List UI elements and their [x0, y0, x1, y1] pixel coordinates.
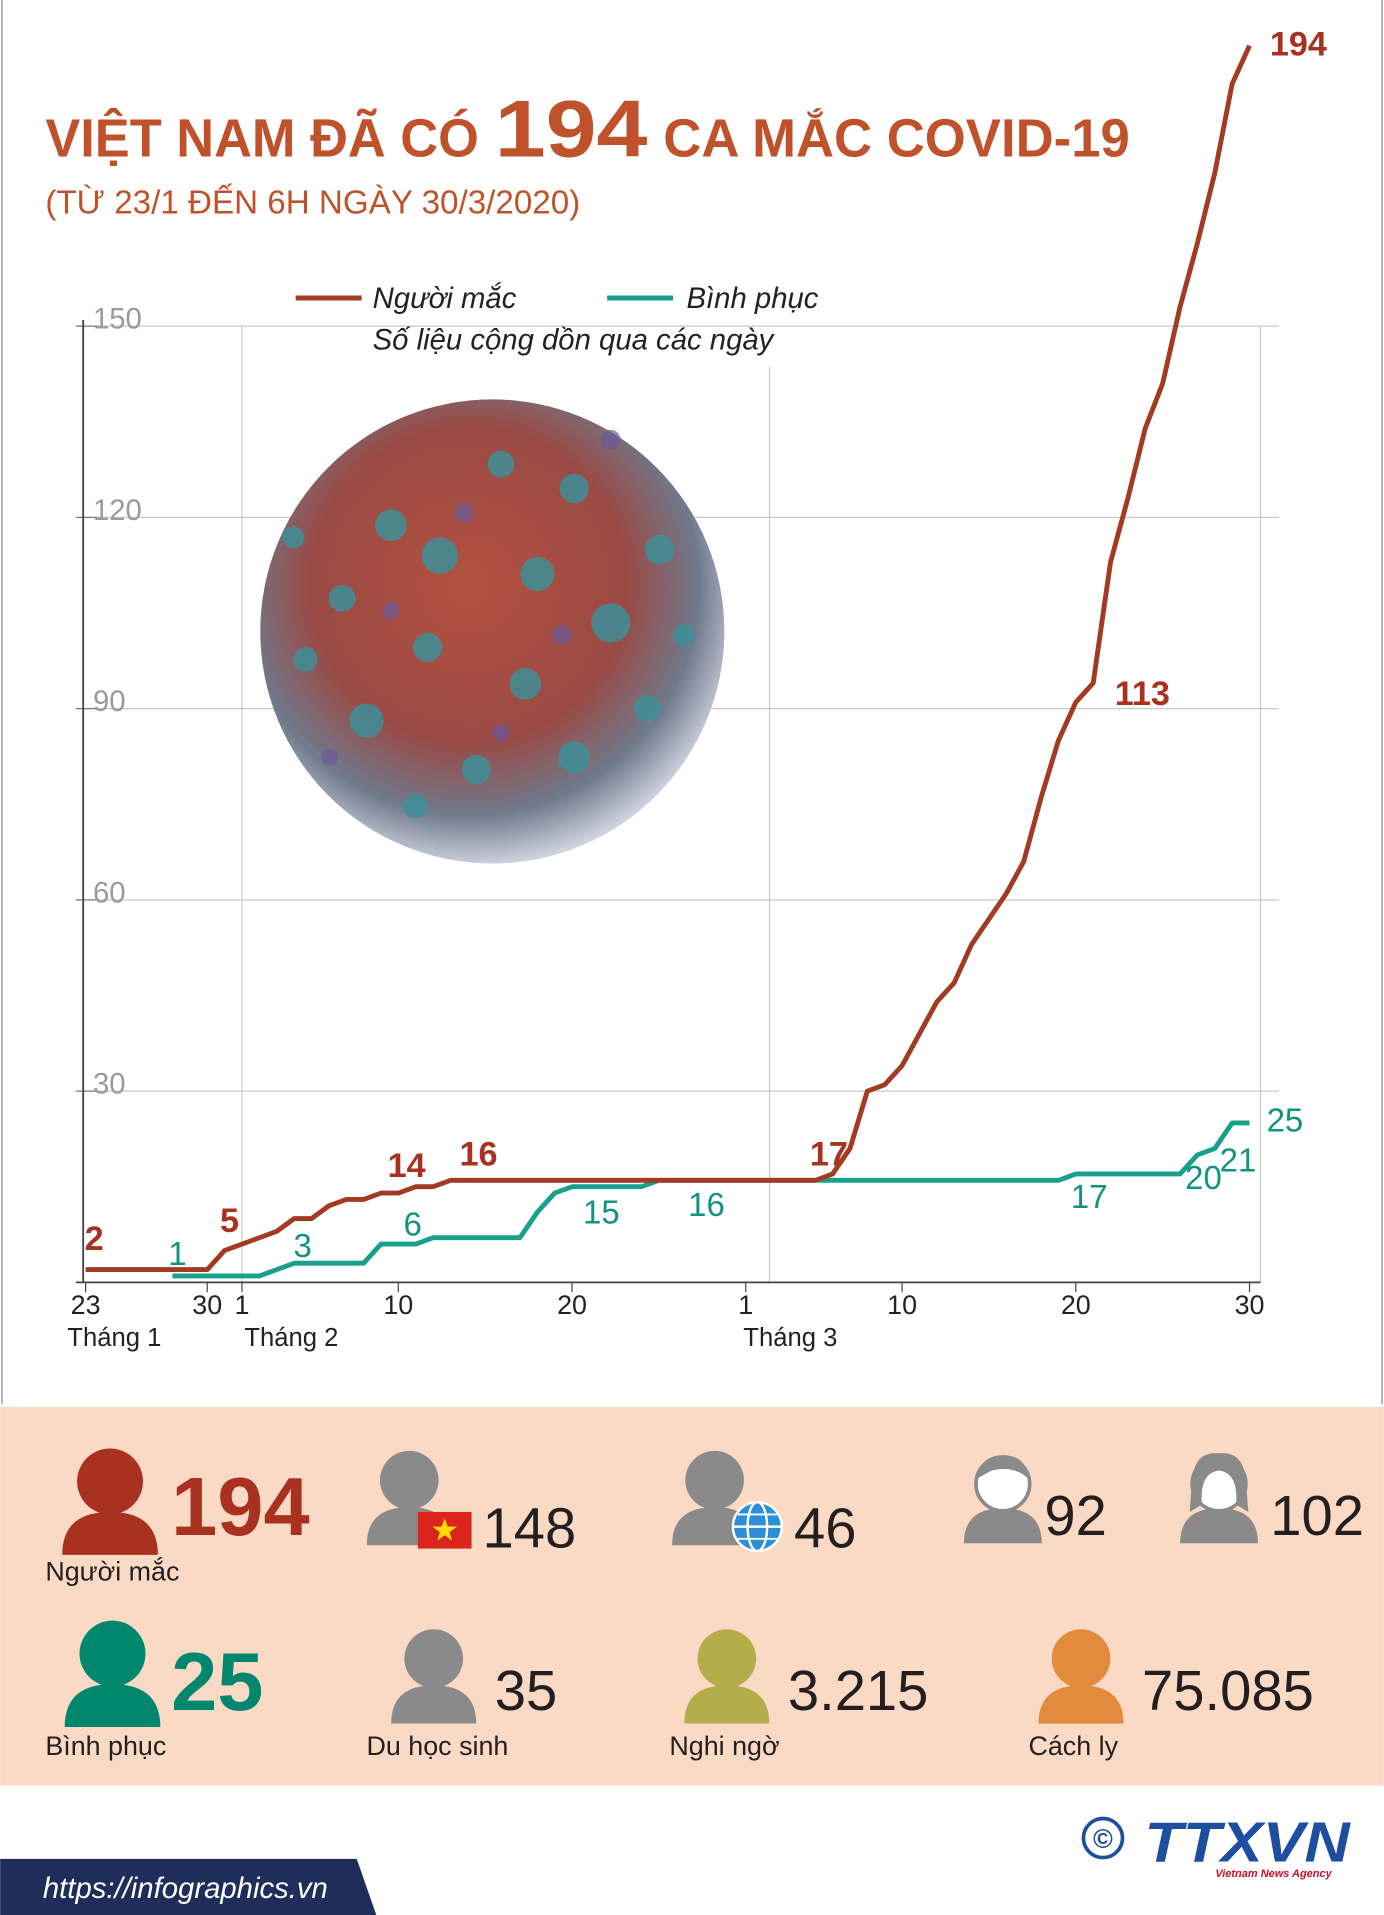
- stat-label: Bình phục: [45, 1731, 166, 1761]
- y-tick-label: 90: [93, 685, 126, 718]
- x-month-label: Tháng 2: [244, 1324, 338, 1352]
- data-label: 16: [460, 1136, 498, 1174]
- logo-tagline: Vietnam News Agency: [1215, 1868, 1332, 1880]
- person-head: [1051, 1629, 1111, 1688]
- x-tick-label: 10: [383, 1290, 413, 1320]
- person-body: [684, 1685, 770, 1724]
- virus-spikes: [282, 450, 696, 819]
- person-body: [391, 1685, 477, 1724]
- flag-star: [432, 1518, 457, 1541]
- data-line: [85, 44, 1252, 1273]
- logo-name: TTXVN: [1144, 1810, 1351, 1873]
- title-number: 194: [495, 84, 648, 174]
- data-label: 20: [1185, 1159, 1222, 1196]
- x-tick-label: 1: [234, 1290, 249, 1320]
- data-label: 16: [688, 1186, 725, 1223]
- data-label: 113: [1115, 675, 1170, 713]
- legend-label: Bình phục: [687, 282, 819, 315]
- footer-bar: [0, 1858, 377, 1915]
- x-tick-label: 23: [71, 1290, 101, 1320]
- data-label: 15: [583, 1193, 620, 1230]
- stat-label: Người mắc: [45, 1555, 179, 1586]
- stats-icons: [62, 1448, 1258, 1728]
- person-head: [379, 1450, 439, 1510]
- data-label: 17: [1071, 1178, 1108, 1215]
- logo-mark: ©: [1093, 1824, 1113, 1854]
- title-suffix: CA MẮC COVID-19: [663, 107, 1130, 168]
- stat-label: Du học sinh: [367, 1731, 509, 1761]
- y-tick-label: 120: [93, 494, 142, 527]
- data-label: 17: [810, 1135, 848, 1173]
- stat-value: 194: [171, 1460, 310, 1553]
- x-tick-label: 30: [1235, 1290, 1265, 1320]
- person-hair: [978, 1455, 1028, 1478]
- stat-label: Cách ly: [1028, 1731, 1118, 1761]
- stat-value: 35: [495, 1659, 557, 1722]
- x-tick-label: 20: [557, 1290, 587, 1320]
- person-body: [1038, 1685, 1124, 1724]
- virus-spikes: [321, 429, 621, 766]
- person-body: [963, 1508, 1042, 1544]
- data-label: 1: [168, 1235, 186, 1272]
- subtitle: (TỪ 23/1 ĐẾN 6H NGÀY 30/3/2020): [45, 184, 580, 221]
- person-head: [404, 1629, 464, 1688]
- stat-value: 25: [171, 1635, 263, 1728]
- data-label: 2: [85, 1220, 104, 1258]
- title-prefix: VIỆT NAM ĐÃ CÓ: [45, 107, 479, 168]
- virus-image: [260, 399, 725, 864]
- person-head: [77, 1448, 144, 1515]
- data-label: 6: [404, 1206, 422, 1243]
- data-label: 21: [1220, 1142, 1257, 1179]
- x-month-label: Tháng 3: [743, 1324, 837, 1352]
- chart-note: Số liệu cộng dồn qua các ngày: [373, 323, 776, 356]
- x-tick-label: 20: [1061, 1290, 1091, 1320]
- stat-label: Nghi ngờ: [669, 1731, 779, 1761]
- y-tick-label: 60: [93, 876, 126, 909]
- data-label: 25: [1267, 1102, 1304, 1139]
- data-label: 14: [388, 1147, 426, 1185]
- logo-circle: [1081, 1816, 1125, 1860]
- x-tick-label: 1: [738, 1290, 753, 1320]
- stat-value: 46: [794, 1496, 856, 1559]
- person-body: [62, 1511, 158, 1555]
- stat-value: 148: [483, 1496, 577, 1559]
- person-hair: [1189, 1453, 1249, 1512]
- data-label: 194: [1270, 25, 1327, 63]
- x-month-label: Tháng 1: [67, 1324, 161, 1352]
- data-label: 3: [293, 1227, 311, 1264]
- person-head: [685, 1450, 744, 1510]
- stat-value: 102: [1270, 1484, 1364, 1547]
- x-tick-label: 30: [192, 1290, 222, 1320]
- footer-url: https://infographics.vn: [43, 1872, 328, 1905]
- stat-value: 3.215: [788, 1659, 929, 1722]
- y-tick-label: 150: [93, 303, 142, 336]
- person-head: [697, 1629, 757, 1688]
- virus-body: [260, 399, 725, 864]
- stat-value: 75.085: [1142, 1659, 1314, 1722]
- person-body: [64, 1684, 161, 1728]
- person-head: [79, 1620, 146, 1687]
- person-body: [1180, 1508, 1258, 1544]
- data-label: 5: [220, 1202, 239, 1240]
- stat-value: 92: [1044, 1484, 1106, 1547]
- legend-label: Người mắc: [373, 282, 517, 315]
- x-tick-label: 10: [887, 1290, 917, 1320]
- y-tick-label: 30: [93, 1068, 126, 1101]
- icon-decor: [417, 1500, 783, 1553]
